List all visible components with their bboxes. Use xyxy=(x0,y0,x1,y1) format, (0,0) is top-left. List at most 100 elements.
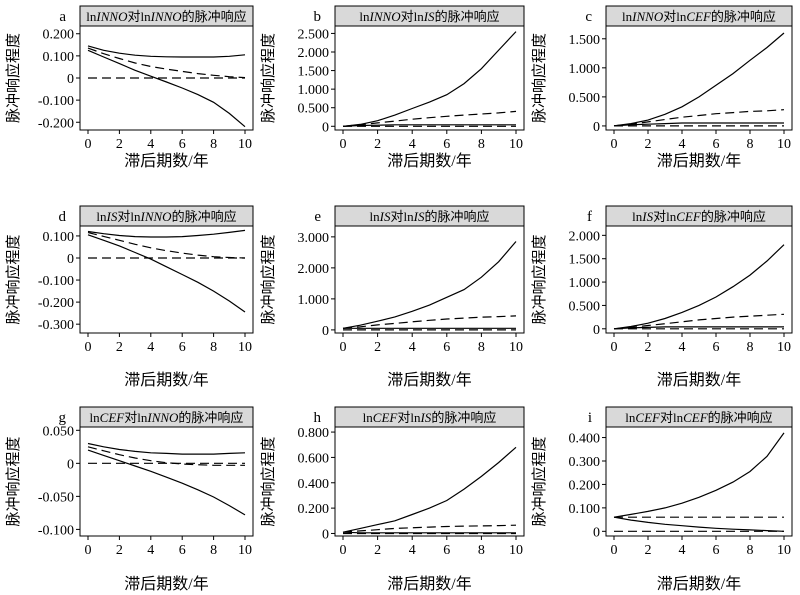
x-axis-label: 滞后期数/年 xyxy=(387,371,471,389)
panel-title: lnCEF对lnINNO的脉冲响应 xyxy=(90,410,244,425)
panel-c: c lnINNO对lnCEF的脉冲响应 0 0.500 1.000 1.500 0 2 4 6 8 1… xyxy=(530,5,793,170)
x-tick-label: 6 xyxy=(443,340,450,355)
y-tick-label: 0.500 xyxy=(298,102,330,117)
y-tick-label: 0 xyxy=(67,252,74,267)
y-tick-label: 0 xyxy=(67,72,74,87)
y-tick-label: 0.600 xyxy=(298,451,330,466)
y-tick-label: -0.200 xyxy=(38,296,74,311)
series-line-3 xyxy=(87,49,246,128)
y-axis-label: 脉冲响应程度 xyxy=(530,436,548,526)
x-tick-label: 0 xyxy=(340,137,347,152)
series-line-1 xyxy=(342,446,517,533)
panel-title-part: INNO xyxy=(150,9,183,24)
panel-title-part: 的脉冲响应 xyxy=(172,209,237,224)
x-tick-label: 6 xyxy=(179,543,186,558)
plot-frame xyxy=(79,426,254,537)
series-line-1 xyxy=(613,32,785,127)
x-tick-label: 4 xyxy=(409,543,416,558)
panel-title-part: 的脉冲响应 xyxy=(708,410,773,425)
x-tick-label: 2 xyxy=(374,543,381,558)
series-line-3 xyxy=(613,326,784,330)
panel-title: lnINNO对lnIS的脉冲响应 xyxy=(359,9,499,24)
panel-title-part: ln xyxy=(632,209,643,224)
panel-title-part: 对ln xyxy=(390,209,414,224)
panel-title-part: IS xyxy=(419,410,431,425)
y-axis-label: 脉冲响应程度 xyxy=(259,234,277,324)
y-tick-label: 0 xyxy=(322,120,329,135)
y-tick-label: 0.400 xyxy=(569,432,601,447)
y-tick-label: 3.000 xyxy=(298,231,330,246)
panel-title-part: CEF xyxy=(676,209,702,224)
panel-title-part: 的脉冲响应 xyxy=(435,9,500,24)
y-tick-label: 2.000 xyxy=(298,46,330,61)
x-tick-label: 2 xyxy=(116,137,123,152)
x-tick-label: 10 xyxy=(238,340,252,355)
x-axis-label: 滞后期数/年 xyxy=(387,152,471,170)
panel-title-part: 对ln xyxy=(401,9,425,24)
y-tick-label: 0.200 xyxy=(569,478,601,493)
plot-frame xyxy=(334,426,525,537)
y-tick-label: -0.100 xyxy=(38,274,74,289)
x-tick-label: 8 xyxy=(747,340,754,355)
x-tick-label: 8 xyxy=(478,137,485,152)
panel-title-part: 对ln xyxy=(117,209,141,224)
panel-title-part: INNO xyxy=(369,9,402,24)
series-line-2 xyxy=(613,313,785,330)
y-axis-label: 脉冲响应程度 xyxy=(530,33,548,123)
x-axis-label: 滞后期数/年 xyxy=(124,152,208,170)
y-tick-label: -0.300 xyxy=(38,318,74,333)
panel-title-part: CEF xyxy=(100,410,126,425)
panel-title-part: 对ln xyxy=(663,9,687,24)
x-axis-label: 滞后期数/年 xyxy=(124,575,208,593)
series-line-2 xyxy=(87,446,245,466)
panel-title-part: IS xyxy=(641,209,653,224)
series-line-3 xyxy=(613,516,785,532)
panel-letter: g xyxy=(59,410,67,426)
x-tick-label: 4 xyxy=(679,340,686,355)
x-tick-label: 10 xyxy=(777,543,791,558)
x-tick-label: 0 xyxy=(611,340,618,355)
plot-frame xyxy=(334,225,525,334)
series-line-1 xyxy=(613,432,785,518)
panel-title-part: 的脉冲响应 xyxy=(431,410,496,425)
panel-title-part: 对ln xyxy=(124,410,148,425)
series-line-3 xyxy=(342,124,516,127)
y-tick-label: 0.050 xyxy=(43,424,75,439)
panel-title-part: ln xyxy=(625,410,636,425)
x-tick-label: 10 xyxy=(777,137,791,152)
panel-title-part: 对ln xyxy=(127,9,151,24)
y-tick-label: -0.100 xyxy=(38,94,74,109)
panel-a: a lnINNO对lnINNO的脉冲响应-0.200-0.10000.1000.2… xyxy=(4,5,254,170)
x-tick-label: 4 xyxy=(147,137,154,152)
plot-frame xyxy=(334,25,525,131)
x-tick-label: 6 xyxy=(713,543,720,558)
x-tick-label: 0 xyxy=(611,543,618,558)
x-tick-label: 2 xyxy=(645,543,652,558)
x-tick-label: 6 xyxy=(179,340,186,355)
panel-title-part: INNO xyxy=(631,9,664,24)
panel-f: f lnIS对lnCEF的脉冲响应 0 0.500 1.000 1.500 2.000 0 2 4… xyxy=(530,205,793,389)
y-tick-label: 1.500 xyxy=(569,33,601,48)
series-line-1 xyxy=(87,442,246,455)
series-line-3 xyxy=(342,531,516,534)
x-tick-label: 10 xyxy=(238,543,252,558)
y-tick-label: 1.000 xyxy=(569,62,601,77)
y-tick-label: 0 xyxy=(67,457,74,472)
y-tick-label: 0.200 xyxy=(43,28,75,43)
series-line-1 xyxy=(87,45,246,58)
series-line-3 xyxy=(613,122,784,127)
panel-title-part: CEF xyxy=(373,410,399,425)
x-axis-label: 滞后期数/年 xyxy=(124,371,208,389)
y-tick-label: 0.100 xyxy=(43,50,75,65)
panel-title: lnIS对lnINNO的脉冲响应 xyxy=(96,209,236,224)
y-tick-label: 0.400 xyxy=(298,477,330,492)
y-tick-label: 2.000 xyxy=(569,229,601,244)
panel-title-part: ln xyxy=(86,9,97,24)
plot-frame xyxy=(605,225,793,334)
x-axis-label: 滞后期数/年 xyxy=(657,152,741,170)
y-tick-label: 0.500 xyxy=(569,299,601,314)
panel-title: lnIS对lnCEF的脉冲响应 xyxy=(632,209,766,224)
panel-title-part: INNO xyxy=(146,410,179,425)
x-tick-label: 0 xyxy=(340,543,347,558)
